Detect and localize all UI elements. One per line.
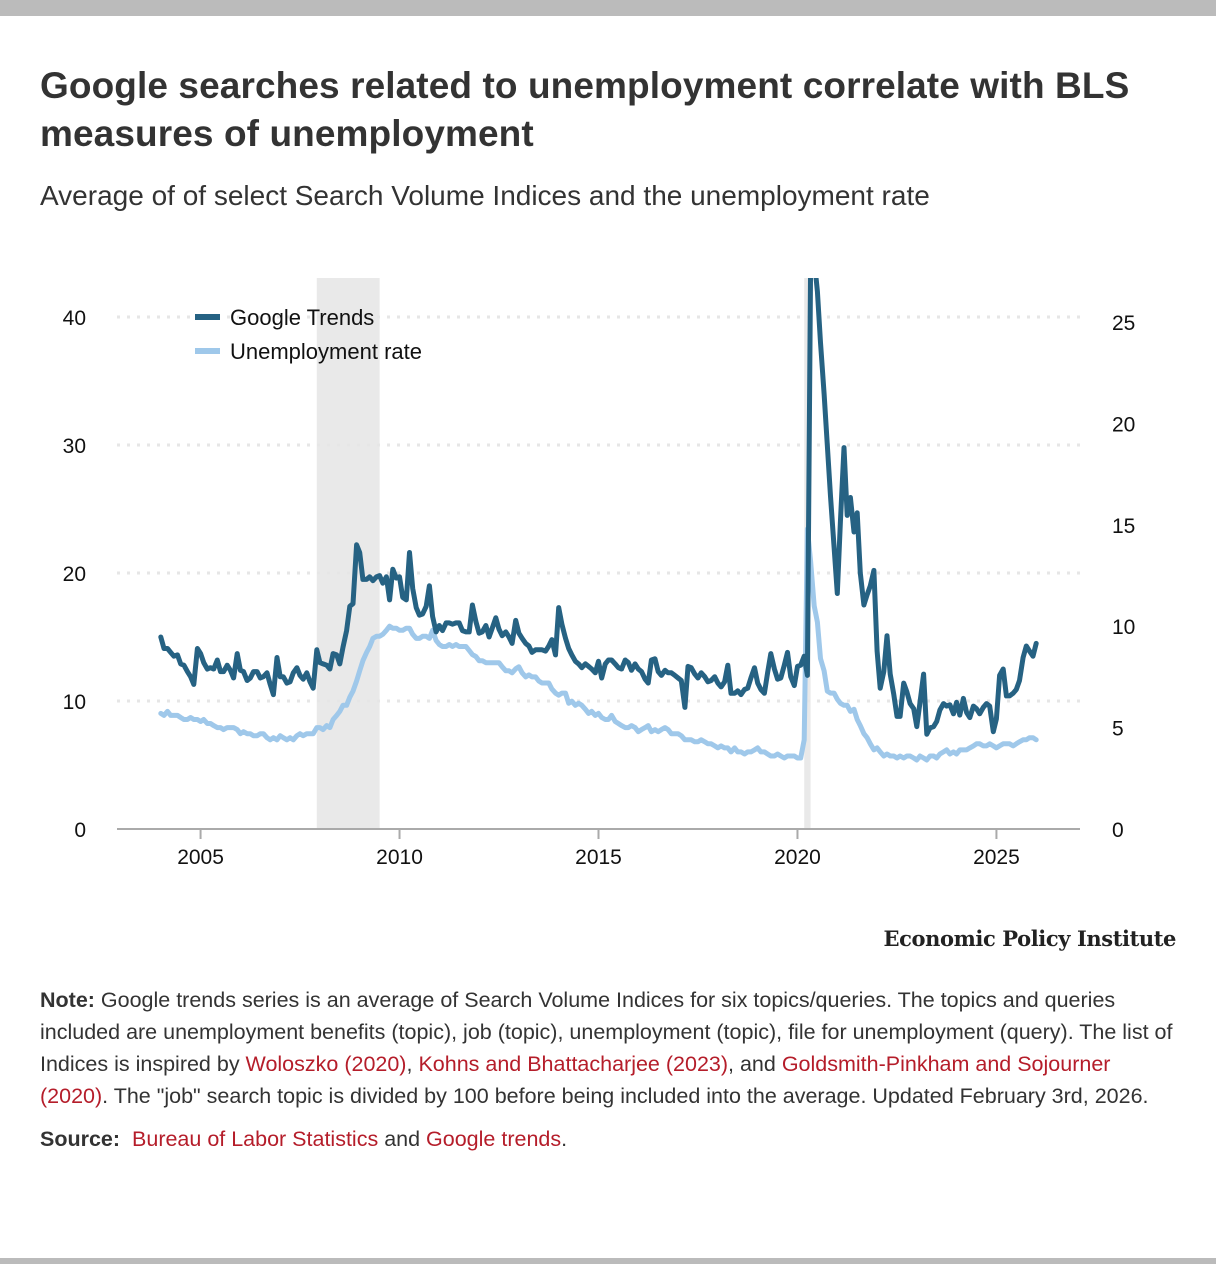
legend-label-unemployment-rate: Unemployment rate — [230, 339, 422, 364]
legend-label-google-trends: Google Trends — [230, 305, 374, 330]
gridlines-group — [117, 315, 1080, 703]
top-border — [0, 0, 1216, 16]
note-separator: , — [406, 1052, 419, 1076]
y-right-tick-label: 10 — [1112, 616, 1135, 639]
legend-swatch-google-trends — [195, 314, 220, 320]
chart-title: Google searches related to unemployment … — [40, 65, 1130, 154]
bottom-border — [0, 1258, 1216, 1264]
chart-notes: Note: Google trends series is an average… — [40, 984, 1180, 1155]
source-separator: and — [378, 1127, 427, 1151]
link-woloszko-2020[interactable]: Woloszko (2020) — [245, 1052, 407, 1076]
y-left-tick-label: 30 — [63, 435, 86, 458]
y-right-tick-label: 20 — [1112, 413, 1135, 436]
source-period: . — [561, 1127, 568, 1151]
series-line-unemployment-rate — [158, 526, 1039, 763]
y-left-tick-label: 40 — [63, 307, 86, 330]
x-tick-label: 2010 — [376, 846, 423, 869]
link-google-trends[interactable]: Google trends — [426, 1127, 562, 1151]
publisher-logo: Economic Policy Institute — [883, 926, 1177, 951]
legend: Google Trends Unemployment rate — [195, 305, 422, 364]
note-label: Note: — [40, 988, 95, 1012]
note-text: Google trends series is an average of Se… — [40, 988, 1173, 1076]
series-group — [158, 278, 1039, 763]
link-bureau-of-labor-statistics[interactable]: Bureau of Labor Statistics — [132, 1127, 379, 1151]
y-right-tick-label: 0 — [1112, 819, 1124, 842]
recession-band — [316, 278, 380, 829]
note-separator: , and — [728, 1052, 782, 1076]
y-left-tick-label: 0 — [74, 819, 86, 842]
y-left-tick-label: 20 — [63, 563, 86, 586]
x-tick-label: 2005 — [177, 846, 224, 869]
source-label: Source: — [40, 1127, 121, 1151]
x-tick-label: 2020 — [774, 846, 821, 869]
series-line-google-trends — [158, 278, 1039, 737]
source-paragraph: Source: Bureau of Labor Statistics and G… — [40, 1123, 1180, 1155]
y-right-tick-label: 5 — [1112, 718, 1124, 741]
y-right-tick-label: 15 — [1112, 515, 1135, 538]
note-paragraph: Note: Google trends series is an average… — [40, 984, 1180, 1112]
line-chart: 2005 2010 2015 2020 20250102030400510152025 … — [63, 278, 1136, 869]
note-text-end: . The "job" search topic is divided by 1… — [102, 1084, 1149, 1108]
link-kohns-bhattacharjee-2023[interactable]: Kohns and Bhattacharjee (2023) — [418, 1052, 729, 1076]
legend-swatch-unemployment-rate — [195, 348, 220, 354]
link-goldsmith-pinkham-sojourner-2020[interactable]: Goldsmith-Pinkham and Sojourner (2020) — [40, 1052, 1111, 1108]
y-left-tick-label: 10 — [63, 691, 86, 714]
x-tick-label: 2025 — [973, 846, 1020, 869]
y-right-tick-label: 25 — [1112, 312, 1135, 335]
chart-subtitle: Average of of select Search Volume Indic… — [40, 180, 930, 211]
x-tick-label: 2015 — [575, 846, 622, 869]
